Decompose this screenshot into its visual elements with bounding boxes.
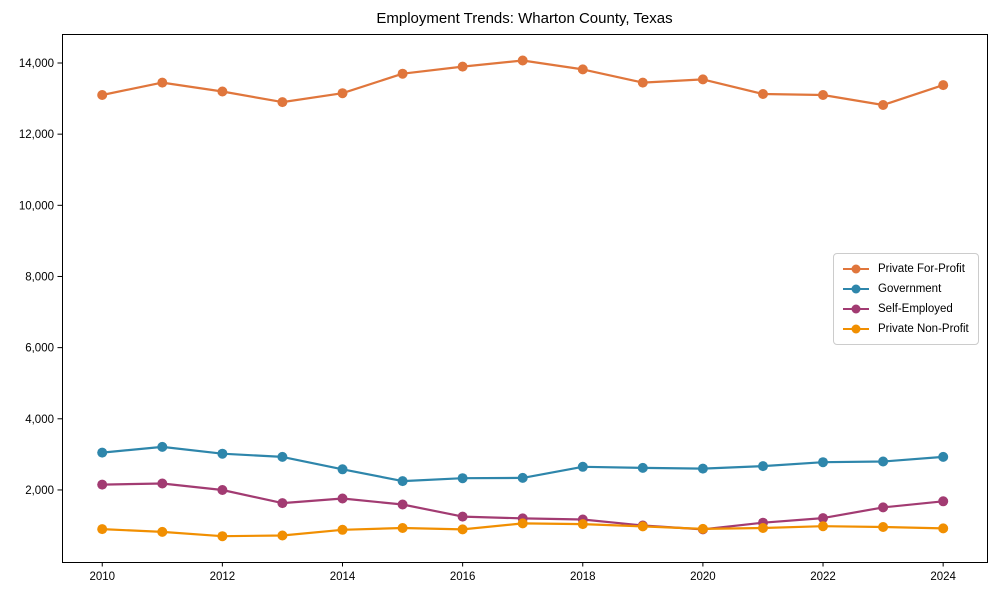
data-point-private-for-profit — [457, 61, 468, 72]
y-tick-label: 2,000 — [25, 485, 54, 497]
data-point-private-for-profit — [938, 80, 949, 91]
data-point-government — [397, 476, 408, 487]
data-point-private-non-profit — [517, 518, 528, 529]
line-marker-swatch-icon — [843, 264, 869, 274]
data-point-private-non-profit — [277, 530, 288, 541]
data-point-government — [157, 441, 168, 452]
line-marker-swatch-icon — [843, 304, 869, 314]
legend: Private For-Profit Government Self-Emplo… — [833, 253, 979, 345]
legend-label: Private For-Profit — [878, 263, 965, 275]
legend-item-private-non-profit: Private Non-Profit — [841, 319, 971, 339]
line-marker-swatch-icon — [843, 324, 869, 334]
x-tick-label: 2012 — [210, 571, 236, 583]
data-point-self-employed — [397, 499, 408, 510]
data-point-private-for-profit — [337, 88, 348, 99]
data-point-government — [818, 457, 828, 468]
data-point-self-employed — [277, 498, 288, 509]
legend-label: Self-Employed — [878, 303, 953, 315]
legend-label: Private Non-Profit — [878, 323, 969, 335]
x-tick-label: 2010 — [89, 571, 115, 583]
data-point-government — [457, 473, 468, 484]
data-point-private-non-profit — [457, 524, 468, 535]
data-point-self-employed — [938, 496, 949, 507]
legend-marker — [851, 304, 861, 314]
legend-marker — [851, 264, 861, 274]
data-point-private-for-profit — [878, 100, 889, 110]
data-point-private-for-profit — [217, 86, 228, 97]
data-point-private-non-profit — [637, 521, 648, 532]
data-point-private-non-profit — [157, 526, 168, 537]
x-tick-label: 2020 — [690, 571, 716, 583]
data-point-private-non-profit — [758, 523, 768, 533]
x-tick-label: 2024 — [930, 571, 956, 583]
data-point-private-non-profit — [97, 524, 108, 535]
data-point-self-employed — [818, 513, 828, 524]
y-tick-label: 14,000 — [19, 58, 54, 70]
legend-item-private-for-profit: Private For-Profit — [841, 259, 971, 279]
legend-item-self-employed: Self-Employed — [841, 299, 971, 319]
data-point-government — [577, 461, 588, 472]
data-point-private-non-profit — [818, 521, 828, 532]
data-point-self-employed — [217, 485, 228, 495]
data-point-government — [277, 451, 288, 462]
y-tick-label: 4,000 — [25, 414, 54, 426]
y-tick-label: 8,000 — [25, 271, 54, 283]
data-point-private-for-profit — [277, 97, 288, 108]
legend-marker — [851, 324, 861, 334]
y-tick-label: 6,000 — [25, 343, 54, 355]
data-point-government — [337, 464, 348, 475]
chart-title: Employment Trends: Wharton County, Texas — [376, 10, 673, 27]
data-point-private-non-profit — [577, 519, 588, 530]
data-point-self-employed — [878, 502, 889, 513]
axes-frame — [62, 34, 988, 563]
data-point-private-non-profit — [878, 522, 889, 532]
data-point-self-employed — [157, 478, 168, 489]
x-tick-label: 2016 — [450, 571, 476, 583]
y-tick-label: 10,000 — [19, 200, 54, 212]
data-point-private-non-profit — [697, 523, 708, 534]
data-point-private-for-profit — [637, 77, 648, 88]
y-tick-label: 12,000 — [19, 129, 54, 141]
data-point-government — [217, 448, 228, 459]
data-point-private-for-profit — [97, 90, 108, 100]
data-point-private-non-profit — [217, 531, 228, 542]
data-point-private-for-profit — [577, 64, 588, 75]
data-point-private-for-profit — [397, 68, 408, 79]
data-point-private-for-profit — [818, 90, 828, 100]
data-point-private-for-profit — [697, 74, 708, 85]
data-point-self-employed — [457, 511, 468, 522]
data-point-private-non-profit — [938, 523, 949, 534]
data-point-private-for-profit — [758, 89, 768, 99]
legend-label: Government — [878, 283, 942, 295]
data-point-government — [938, 451, 949, 462]
line-marker-swatch-icon — [843, 284, 869, 294]
data-point-government — [878, 456, 889, 467]
data-point-self-employed — [97, 479, 108, 490]
data-point-private-non-profit — [397, 523, 408, 533]
x-tick-label: 2018 — [570, 571, 596, 583]
series-line-private-for-profit — [101, 59, 945, 107]
data-point-government — [97, 447, 108, 458]
legend-item-government: Government — [841, 279, 971, 299]
data-point-private-non-profit — [337, 524, 348, 535]
data-point-private-for-profit — [157, 77, 168, 88]
x-tick-label: 2022 — [810, 571, 836, 583]
data-point-government — [697, 463, 708, 474]
data-point-private-for-profit — [517, 55, 528, 66]
data-point-government — [758, 461, 768, 472]
data-point-self-employed — [337, 493, 348, 504]
data-point-government — [517, 472, 528, 483]
data-point-government — [637, 462, 648, 473]
x-tick-label: 2014 — [330, 571, 356, 583]
legend-marker — [851, 284, 861, 294]
